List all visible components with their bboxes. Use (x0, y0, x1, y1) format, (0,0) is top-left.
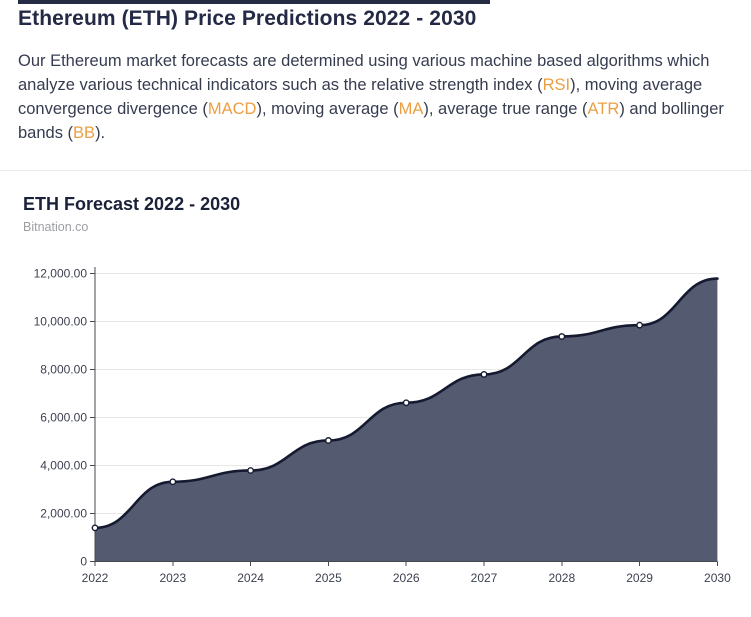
data-point-2022[interactable] (91, 524, 99, 532)
y-tick-label: 0 (80, 555, 87, 569)
indicator-link-rsi[interactable]: RSI (542, 76, 571, 94)
x-tick-label-2026: 2026 (393, 571, 420, 585)
y-tick-label: 12,000.00 (34, 267, 88, 281)
x-tick-label-2028: 2028 (548, 571, 575, 585)
indicator-link-macd[interactable]: MACD (207, 100, 257, 118)
data-point-2026[interactable] (402, 399, 410, 407)
data-point-2027[interactable] (480, 371, 488, 378)
x-tick-label-2024: 2024 (237, 571, 264, 585)
data-point-2029[interactable] (636, 321, 643, 329)
intro-text-segment: ). (95, 124, 106, 142)
intro-text-segment: ) and bollinger bands ( (18, 100, 724, 142)
y-tick-label: 8,000.00 (40, 363, 87, 377)
intro-paragraph: Our Ethereum market forecasts are determ… (18, 49, 726, 145)
page-title: Ethereum (ETH) Price Predictions 2022 - … (18, 7, 477, 30)
intro-text-segment: ), moving average ( (256, 100, 399, 118)
indicator-link-ma[interactable]: MA (398, 100, 424, 118)
indicator-link-atr[interactable]: ATR (587, 100, 620, 118)
x-tick-label-2025: 2025 (315, 571, 342, 585)
section-divider (0, 170, 751, 171)
intro-text-segment: Our Ethereum market forecasts are determ… (18, 52, 710, 94)
y-tick-label: 4,000.00 (40, 459, 87, 473)
x-tick-label-2022: 2022 (82, 571, 109, 585)
y-tick-label: 10,000.00 (34, 315, 88, 329)
x-tick-label-2029: 2029 (626, 571, 653, 585)
data-point-2028[interactable] (558, 333, 566, 340)
chart-source-label: Bitnation.co (23, 220, 89, 234)
chart-title: ETH Forecast 2022 - 2030 (23, 194, 241, 214)
x-tick-label-2027: 2027 (471, 571, 498, 585)
intro-text-segment: ), moving average convergence divergence… (18, 76, 703, 118)
x-tick-label-2030: 2030 (704, 571, 731, 585)
x-tick-label-2023: 2023 (159, 571, 186, 585)
y-tick-label: 2,000.00 (40, 507, 87, 521)
data-point-2025[interactable] (324, 437, 332, 444)
indicator-link-bb[interactable]: BB (73, 124, 96, 142)
data-point-2023[interactable] (169, 478, 177, 486)
forecast-area-fill (95, 278, 718, 562)
data-point-2024[interactable] (247, 467, 255, 474)
cropped-element-bar (18, 0, 490, 4)
intro-text-segment: ), average true range ( (423, 100, 588, 118)
y-tick-label: 6,000.00 (40, 411, 87, 425)
